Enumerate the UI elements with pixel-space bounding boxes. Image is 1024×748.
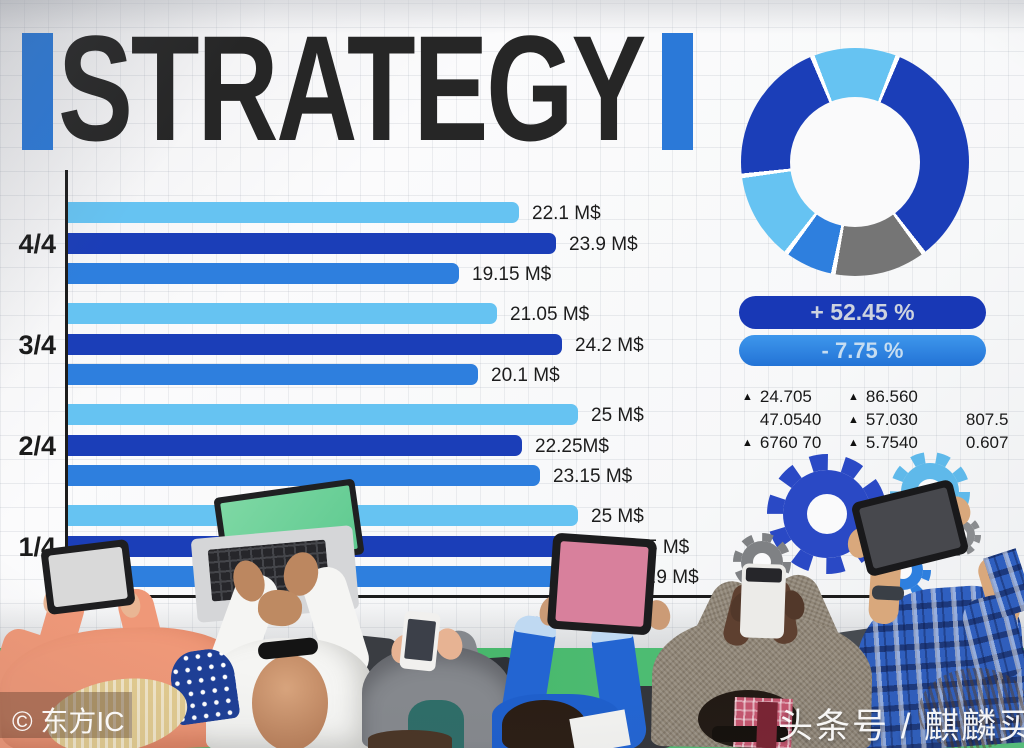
pink-tablet bbox=[546, 532, 658, 636]
figures-cell: ▲ 24.705 bbox=[742, 387, 848, 407]
bar bbox=[68, 465, 540, 486]
bar bbox=[68, 434, 522, 456]
hand-fist bbox=[256, 588, 304, 628]
figures-cell: ▲ 86.560 bbox=[848, 387, 948, 407]
bar bbox=[68, 364, 478, 385]
figures-table: ▲24.705▲86.560▲▲47.0540▲57.030▲807.5▲676… bbox=[742, 385, 1010, 454]
figure-value: 5.7540 bbox=[865, 432, 918, 452]
up-triangle-icon: ▲ bbox=[848, 436, 859, 449]
y-axis-group-label: 4/4 bbox=[18, 228, 56, 259]
bar bbox=[68, 303, 497, 324]
bald-head bbox=[252, 655, 328, 748]
stat-pill-up: + 52.45 % bbox=[739, 296, 986, 329]
watermark-left: © 东方IC bbox=[12, 706, 125, 737]
y-axis-group-label: 3/4 bbox=[18, 329, 56, 360]
dark-tablet bbox=[850, 478, 970, 578]
watermark-right: 头条号 / 麒麟买手 bbox=[778, 707, 1024, 746]
stat-down-value: - 7.75 % bbox=[821, 338, 904, 363]
bar bbox=[68, 263, 459, 284]
up-triangle-icon: ▲ bbox=[848, 413, 859, 426]
figure-value: 24.705 bbox=[759, 386, 812, 406]
watermark-band bbox=[0, 692, 132, 738]
title-accent-bar-right bbox=[662, 33, 693, 150]
up-triangle-icon: ▲ bbox=[742, 390, 753, 403]
page-title: STRATEGY bbox=[58, 4, 646, 172]
brown-hair bbox=[368, 730, 452, 748]
figures-cell: ▲ 5.7540 bbox=[848, 433, 948, 453]
smartphone bbox=[399, 610, 441, 672]
figures-cell: ▲ 57.030 bbox=[848, 410, 948, 430]
figure-value: 86.560 bbox=[865, 386, 918, 406]
bar-value-label: 19.15 M$ bbox=[472, 264, 552, 285]
y-axis-group-label: 2/4 bbox=[18, 430, 56, 461]
tablet-device bbox=[40, 538, 136, 616]
bar-value-label: 25 M$ bbox=[591, 506, 644, 527]
up-triangle-icon: ▲ bbox=[742, 436, 753, 449]
bar bbox=[68, 333, 562, 355]
bar-value-label: 25 M$ bbox=[591, 405, 644, 426]
figures-cell: ▲0.607 bbox=[948, 433, 1010, 453]
stat-up-value: + 52.45 % bbox=[810, 299, 915, 325]
x-axis-line bbox=[65, 595, 875, 598]
figures-row: ▲24.705▲86.560▲ bbox=[742, 385, 1010, 408]
bar-value-label: 20.1 M$ bbox=[491, 365, 560, 386]
figure-value: 47.0540 bbox=[759, 409, 822, 429]
figures-cell: ▲ 6760 70 bbox=[742, 433, 848, 453]
figures-cell: ▲47.0540 bbox=[742, 410, 848, 430]
bar bbox=[68, 232, 556, 254]
y-axis-line bbox=[65, 170, 68, 598]
bar-value-label: 23.9 M$ bbox=[569, 233, 638, 255]
bar-value-label: 23.15 M$ bbox=[553, 466, 633, 487]
tie bbox=[756, 701, 778, 748]
figure-value: 57.030 bbox=[865, 409, 918, 429]
figure-value: 807.5 bbox=[965, 409, 1009, 429]
bar-value-label: 22.25M$ bbox=[535, 435, 609, 457]
figures-row: ▲47.0540▲ 57.030 ▲807.5 bbox=[742, 408, 1010, 431]
figure-value: 0.607 bbox=[965, 432, 1009, 452]
figures-cell: ▲807.5 bbox=[948, 410, 1010, 430]
bar-value-label: 22.1 M$ bbox=[532, 203, 601, 224]
bar bbox=[68, 404, 578, 425]
figures-row: ▲ 6760 70 ▲ 5.7540 ▲0.607 bbox=[742, 431, 1010, 454]
bar-value-label: 24.2 M$ bbox=[575, 334, 644, 356]
smartphone-raised bbox=[739, 563, 787, 639]
donut-chart bbox=[741, 48, 969, 276]
title-accent-bar-left bbox=[22, 33, 53, 150]
figure-value: 6760 70 bbox=[759, 432, 822, 452]
wristwatch bbox=[871, 585, 905, 601]
bar bbox=[68, 202, 519, 223]
up-triangle-icon: ▲ bbox=[848, 390, 859, 403]
bar-value-label: 21.05 M$ bbox=[510, 304, 590, 325]
stat-pill-down: - 7.75 % bbox=[739, 335, 986, 366]
